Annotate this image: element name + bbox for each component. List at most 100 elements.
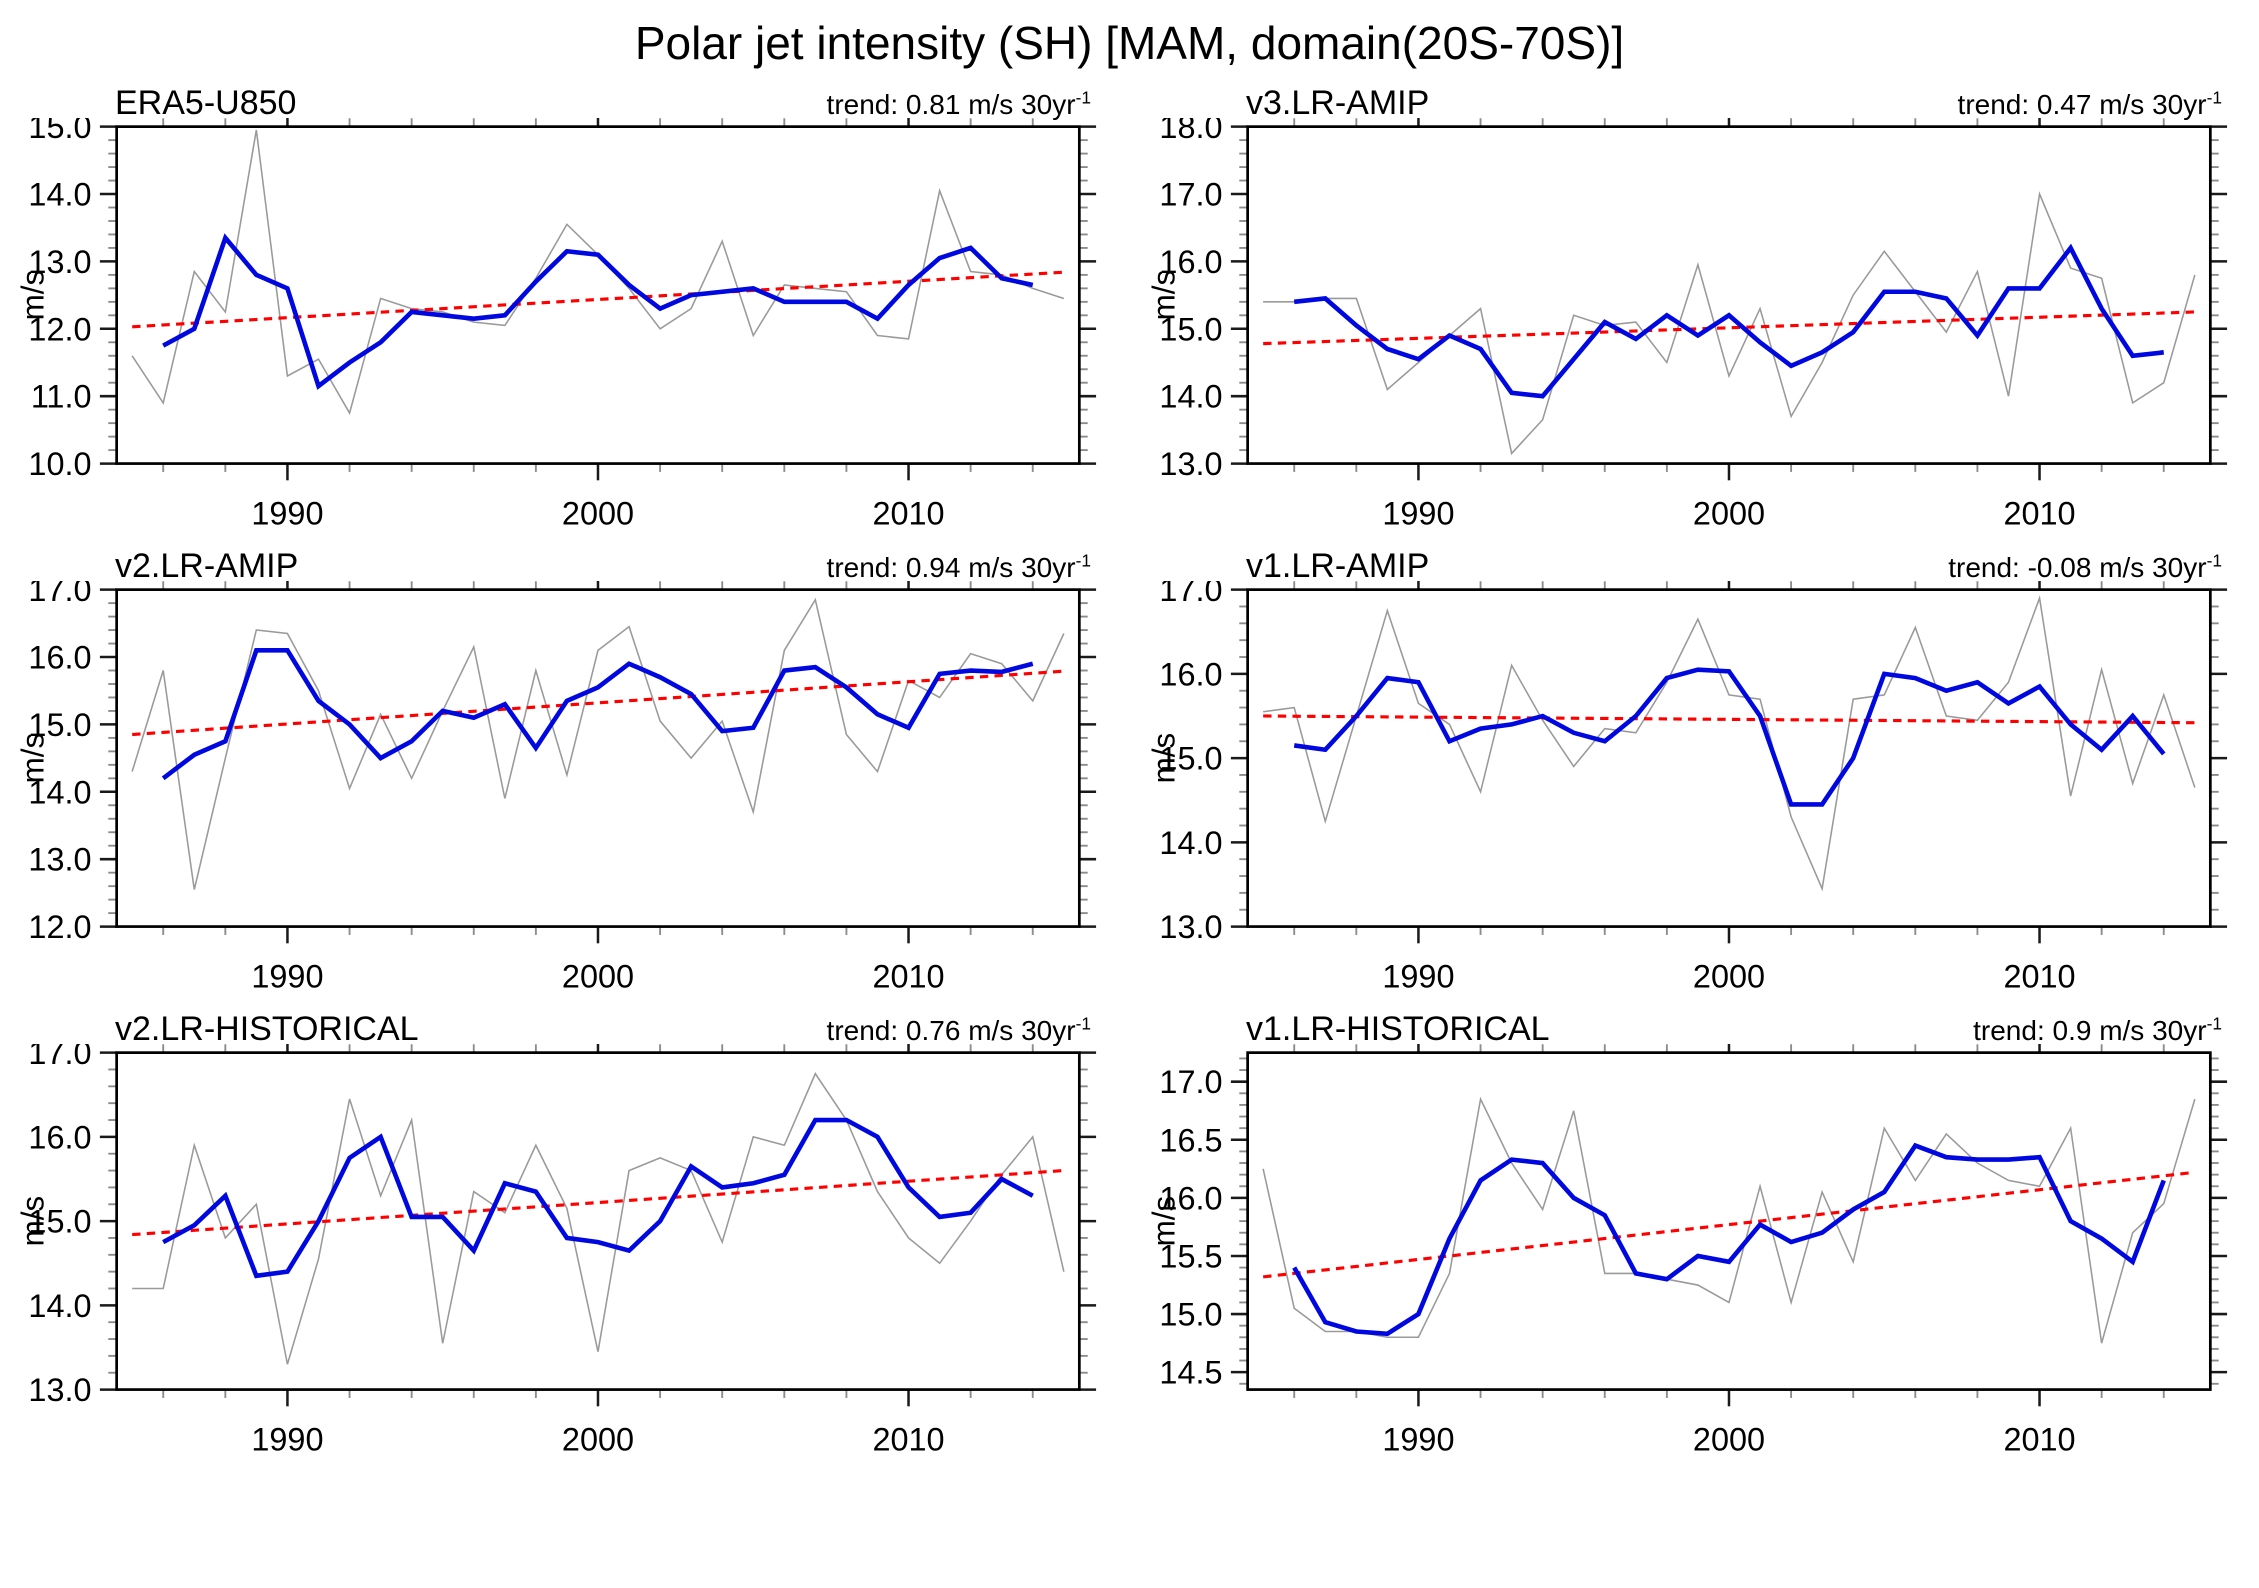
- trend-superscript: -1: [2206, 1013, 2222, 1034]
- x-tick-label: 2000: [1693, 1421, 1765, 1457]
- y-tick-label: 17.0: [28, 581, 91, 608]
- y-tick-label: 12.0: [28, 909, 91, 945]
- trend-superscript: -1: [1075, 550, 1091, 571]
- y-axis-units-label: m/s: [1146, 270, 1181, 321]
- series-group: [131, 597, 1065, 890]
- trend-text: trend: 0.81 m/s 30yr: [826, 89, 1076, 120]
- y-tick-label: 14.0: [1159, 825, 1222, 861]
- x-tick-label: 2010: [2003, 1421, 2075, 1457]
- y-axis-units-label: m/s: [15, 733, 50, 784]
- trend-dashed-line: [1263, 714, 2195, 725]
- y-tick-label: 10.0: [28, 446, 91, 482]
- y-tick-label: 16.5: [1159, 1122, 1222, 1158]
- y-axis-units-label: m/s: [1146, 1196, 1181, 1247]
- plot-frame: [1246, 125, 2212, 465]
- x-tick-label: 2000: [1693, 958, 1765, 994]
- y-tick-label: 14.0: [28, 177, 91, 213]
- plot-frame: [115, 125, 1081, 465]
- y-tick-label: 15.0: [28, 707, 91, 743]
- y-tick-label: 17.0: [1159, 177, 1222, 213]
- panel-header: v1.LR-HISTORICAL trend: 0.9 m/s 30yr-1: [1143, 1000, 2248, 1048]
- y-tick-label: 15.5: [1159, 1238, 1222, 1274]
- y-tick-label: 13.0: [1159, 446, 1222, 482]
- y-tick-label: 14.0: [28, 774, 91, 810]
- y-tick-label: 15.0: [28, 1204, 91, 1240]
- raw-series-line: [1263, 595, 2196, 892]
- plot-frame: [115, 1051, 1081, 1391]
- panel-header: v2.LR-HISTORICAL trend: 0.76 m/s 30yr-1: [12, 1000, 1117, 1048]
- raw-series-line: [1262, 1096, 2196, 1344]
- y-tick-label: 14.0: [28, 1288, 91, 1324]
- x-tick-label: 1990: [1382, 495, 1454, 531]
- series-group: [1262, 1096, 2196, 1344]
- y-axis-units-label: m/s: [15, 1196, 50, 1247]
- x-tick-label: 2010: [872, 1421, 944, 1457]
- y-tick-label: 17.0: [1159, 1064, 1222, 1100]
- trend-text: trend: 0.9 m/s 30yr: [1973, 1015, 2207, 1046]
- panel-title: v2.LR-HISTORICAL: [115, 1010, 419, 1048]
- chart-canvas: 1990 2000 2010 13.0 14.0 15.0 16.0 17.0 m/s: [15, 1044, 1097, 1457]
- x-tick-label: 1990: [1382, 958, 1454, 994]
- panel-header: v2.LR-AMIP trend: 0.94 m/s 30yr-1: [12, 537, 1117, 585]
- raw-series-line: [132, 1072, 1065, 1365]
- smoothed-series-line: [161, 648, 1034, 781]
- trend-superscript: -1: [1075, 87, 1091, 108]
- trend-annotation: trend: 0.47 m/s 30yr-1: [1958, 89, 2222, 121]
- x-tick-label: 2000: [562, 1421, 634, 1457]
- panel-title: ERA5-U850: [115, 84, 297, 122]
- trend-dashed-line: [132, 270, 1064, 329]
- series-group: [132, 1072, 1065, 1365]
- x-tick-label: 2010: [2003, 958, 2075, 994]
- x-tick-label: 2010: [2003, 495, 2075, 531]
- trend-text: trend: 0.76 m/s 30yr: [826, 1015, 1076, 1046]
- trend-dashed-line: [132, 669, 1064, 737]
- chart-canvas: 1990 2000 2010 10.0 11.0 12.0 13.0 14.0 15.0 m/s: [15, 118, 1097, 531]
- y-tick-label: 17.0: [28, 1044, 91, 1071]
- smoothed-series-line: [1293, 667, 2166, 807]
- panel-v1-lr-amip: v1.LR-AMIP trend: -0.08 m/s 30yr-1 1990 2…: [1143, 537, 2248, 998]
- x-tick-label: 1990: [1382, 1421, 1454, 1457]
- y-tick-label: 15.0: [1159, 741, 1222, 777]
- y-tick-label: 15.0: [1159, 1297, 1222, 1333]
- panel-v2-lr-historical: v2.LR-HISTORICAL trend: 0.76 m/s 30yr-1 …: [12, 1000, 1117, 1461]
- figure-title: Polar jet intensity (SH) [MAM, domain(20…: [634, 17, 1625, 69]
- trend-superscript: -1: [2206, 87, 2222, 108]
- panel-title: v1.LR-HISTORICAL: [1246, 1010, 1550, 1048]
- x-tick-label: 2000: [562, 958, 634, 994]
- y-tick-label: 13.0: [28, 244, 91, 280]
- y-tick-label: 17.0: [1159, 581, 1222, 608]
- raw-series-line: [131, 597, 1065, 890]
- smoothed-series-line: [1293, 243, 2165, 399]
- trend-text: trend: 0.94 m/s 30yr: [826, 552, 1076, 583]
- panel-title: v1.LR-AMIP: [1246, 547, 1430, 585]
- panel-title: v2.LR-AMIP: [115, 547, 299, 585]
- y-tick-label: 18.0: [1159, 118, 1222, 145]
- y-tick-label: 13.0: [28, 842, 91, 878]
- panel-v1-lr-historical: v1.LR-HISTORICAL trend: 0.9 m/s 30yr-1 1…: [1143, 1000, 2248, 1461]
- y-tick-label: 16.0: [1159, 656, 1222, 692]
- x-tick-label: 2010: [872, 495, 944, 531]
- plot-frame: [115, 588, 1081, 928]
- chart-canvas: 1990 2000 2010 14.5 15.0 15.5 16.0 16.5 17.0 m/s: [1146, 1044, 2228, 1457]
- y-tick-label: 16.0: [1159, 244, 1222, 280]
- panel-header: v1.LR-AMIP trend: -0.08 m/s 30yr-1: [1143, 537, 2248, 585]
- raw-series-line: [1263, 191, 2196, 456]
- y-tick-label: 13.0: [28, 1372, 91, 1408]
- y-tick-label: 14.5: [1159, 1355, 1222, 1391]
- y-axis-units-label: m/s: [1146, 733, 1181, 784]
- x-tick-label: 1990: [251, 495, 323, 531]
- trend-annotation: trend: 0.9 m/s 30yr-1: [1973, 1015, 2222, 1047]
- panels-grid: ERA5-U850 trend: 0.81 m/s 30yr-1 1990 200…: [0, 74, 2259, 1461]
- trend-dashed-line: [132, 1169, 1064, 1237]
- trend-annotation: trend: -0.08 m/s 30yr-1: [1948, 552, 2222, 584]
- trend-annotation: trend: 0.94 m/s 30yr-1: [827, 552, 1091, 584]
- y-tick-label: 16.0: [28, 1119, 91, 1155]
- trend-dashed-line: [1263, 310, 2195, 346]
- trend-dashed-line: [1262, 1170, 2195, 1279]
- chart-canvas: 1990 2000 2010 13.0 14.0 15.0 16.0 17.0 m/s: [1146, 581, 2228, 994]
- y-tick-label: 16.0: [28, 640, 91, 676]
- trend-text: trend: -0.08 m/s 30yr: [1948, 552, 2207, 583]
- plot-frame: [1246, 1051, 2212, 1391]
- y-tick-label: 16.0: [1159, 1180, 1222, 1216]
